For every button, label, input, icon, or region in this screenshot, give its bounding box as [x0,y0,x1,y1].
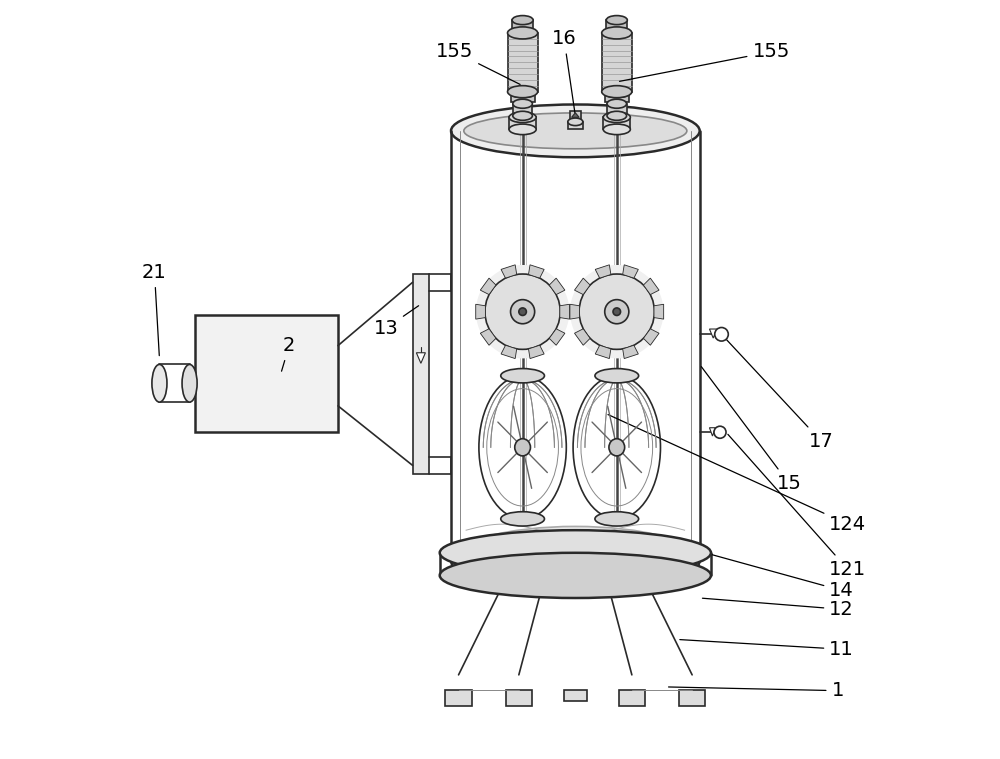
Polygon shape [654,304,664,319]
Polygon shape [574,278,590,294]
Circle shape [579,274,654,349]
Circle shape [570,265,663,358]
Polygon shape [623,265,638,278]
Polygon shape [528,265,544,278]
Bar [619,690,645,707]
Circle shape [485,274,560,349]
Circle shape [511,300,535,324]
Text: 121: 121 [728,434,866,579]
Ellipse shape [606,16,627,24]
Polygon shape [549,278,565,294]
Polygon shape [643,329,659,345]
Polygon shape [501,345,517,358]
Polygon shape [476,304,485,319]
Ellipse shape [513,112,532,121]
Polygon shape [480,329,496,345]
Text: 12: 12 [702,598,854,619]
Polygon shape [595,265,611,278]
Bar [509,118,536,129]
Circle shape [613,308,621,316]
Polygon shape [574,329,590,345]
Bar [568,122,583,129]
Bar [513,104,532,116]
Ellipse shape [607,99,627,109]
Ellipse shape [501,512,544,526]
Ellipse shape [440,553,711,598]
Circle shape [714,427,726,438]
Ellipse shape [440,531,711,575]
Bar [605,93,629,102]
Bar [413,274,429,474]
Ellipse shape [603,112,630,122]
Text: 155: 155 [436,43,520,84]
Bar [508,33,538,92]
Text: 21: 21 [142,263,167,356]
Text: 16: 16 [552,30,576,113]
Bar [445,690,472,707]
Text: 15: 15 [701,367,801,493]
Bar [506,690,532,707]
Bar [570,112,581,121]
Bar [195,316,338,432]
Polygon shape [528,345,544,358]
Ellipse shape [515,439,530,456]
Ellipse shape [603,124,630,134]
Circle shape [605,300,629,324]
Ellipse shape [602,86,632,98]
Polygon shape [416,353,425,364]
Polygon shape [709,428,715,436]
Text: 2: 2 [282,336,295,371]
Text: 11: 11 [680,640,854,659]
Ellipse shape [182,364,197,402]
Ellipse shape [513,99,532,109]
Polygon shape [709,329,717,338]
Ellipse shape [512,16,533,24]
Ellipse shape [568,118,583,125]
Ellipse shape [605,89,629,98]
Bar [603,118,630,129]
Polygon shape [560,304,569,319]
Ellipse shape [152,364,167,402]
Bar [602,33,632,92]
Ellipse shape [508,27,538,39]
Ellipse shape [595,512,639,526]
Bar [511,93,535,102]
Ellipse shape [508,86,538,98]
Ellipse shape [501,369,544,383]
Ellipse shape [609,439,625,456]
Circle shape [715,328,728,341]
Polygon shape [480,278,496,294]
Bar [607,104,627,116]
Ellipse shape [464,113,687,149]
Polygon shape [501,265,517,278]
Bar [606,20,627,29]
Ellipse shape [511,89,535,98]
Bar [564,690,587,701]
Text: 13: 13 [374,306,419,338]
Text: 124: 124 [608,414,866,534]
Ellipse shape [509,124,536,134]
Polygon shape [595,345,611,358]
Ellipse shape [602,27,632,39]
Polygon shape [623,345,638,358]
Ellipse shape [595,369,639,383]
Bar [512,20,533,29]
Ellipse shape [451,527,700,594]
Polygon shape [549,329,565,345]
Text: 155: 155 [620,43,790,81]
Polygon shape [572,113,579,118]
Circle shape [476,265,569,358]
Polygon shape [643,278,659,294]
Text: 14: 14 [702,552,854,600]
Text: 17: 17 [723,336,834,451]
Ellipse shape [451,105,700,157]
Bar [679,690,705,707]
Text: 1: 1 [669,681,844,700]
Ellipse shape [509,112,536,122]
Ellipse shape [607,112,627,121]
Polygon shape [570,304,580,319]
Circle shape [519,308,526,316]
